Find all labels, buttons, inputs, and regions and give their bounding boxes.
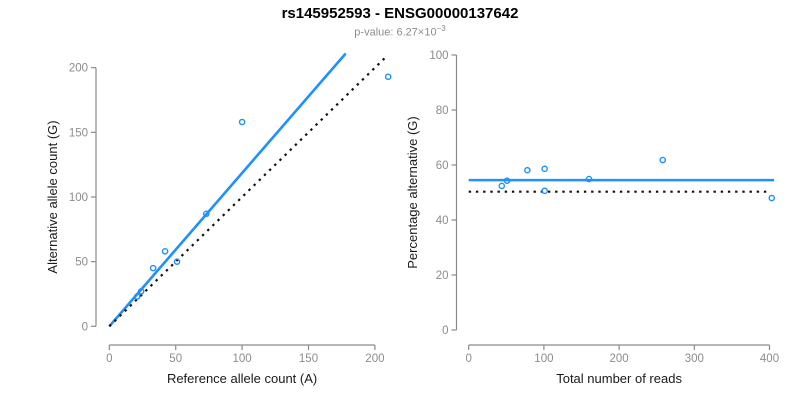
- data-point: [498, 182, 506, 190]
- data-point: [585, 175, 593, 183]
- x-tick-label: 100: [233, 353, 252, 365]
- x-tick-label: 50: [169, 353, 182, 365]
- x-tick-label: 150: [299, 353, 318, 365]
- data-point: [149, 264, 157, 272]
- data-point: [541, 187, 548, 195]
- y-tick-label: 150: [69, 127, 88, 139]
- data-point: [659, 156, 667, 164]
- x-axis-title: Total number of reads: [556, 371, 682, 386]
- data-point: [541, 165, 548, 173]
- identity-line: [108, 56, 387, 328]
- x-tick-label: 200: [365, 353, 384, 365]
- data-point: [768, 194, 776, 202]
- chart-subtitle: p-value: 6.27×10−3: [0, 24, 800, 39]
- y-tick-label: 200: [69, 63, 88, 75]
- x-axis-title: Reference allele count (A): [167, 371, 317, 386]
- x-tick-label: 0: [106, 353, 112, 365]
- y-tick-label: 100: [69, 192, 88, 204]
- data-point: [384, 73, 392, 81]
- x-tick-label: 200: [610, 353, 629, 365]
- x-tick-label: 100: [534, 353, 553, 365]
- x-tick-label: 300: [685, 353, 704, 365]
- data-point: [202, 210, 210, 218]
- data-point: [503, 177, 511, 184]
- x-tick-label: 400: [760, 353, 779, 365]
- data-point: [524, 166, 531, 174]
- pvalue-text: p-value: 6.27×10: [354, 26, 437, 39]
- right-plot-panel: 0 20 40 60 80 100 0 100 200 300 400 Total number of…: [405, 50, 779, 386]
- y-tick-label: 0: [442, 325, 448, 337]
- data-point: [238, 118, 246, 126]
- y-axis-title: Alternative allele count (G): [45, 120, 60, 273]
- y-tick-label: 20: [436, 270, 449, 282]
- data-point: [161, 248, 169, 255]
- x-tick-label: 0: [465, 353, 471, 365]
- data-point: [137, 288, 145, 295]
- y-tick-label: 40: [436, 215, 449, 227]
- data-point: [173, 258, 181, 265]
- chart-title: rs145952593 - ENSG00000137642: [281, 5, 519, 22]
- y-axis-title: Percentage alternative (G): [405, 116, 420, 268]
- y-tick-label: 100: [429, 50, 448, 62]
- y-tick-label: 80: [436, 105, 449, 117]
- y-tick-label: 0: [82, 321, 88, 333]
- data-point: [133, 293, 141, 300]
- y-tick-label: 60: [436, 160, 449, 172]
- pvalue-exponent: −3: [436, 24, 446, 33]
- left-plot-panel: 0 50 100 150 200 0 50 100 150 200 Reference allele…: [45, 52, 392, 386]
- fit-line: [108, 52, 347, 328]
- y-tick-label: 50: [75, 257, 88, 269]
